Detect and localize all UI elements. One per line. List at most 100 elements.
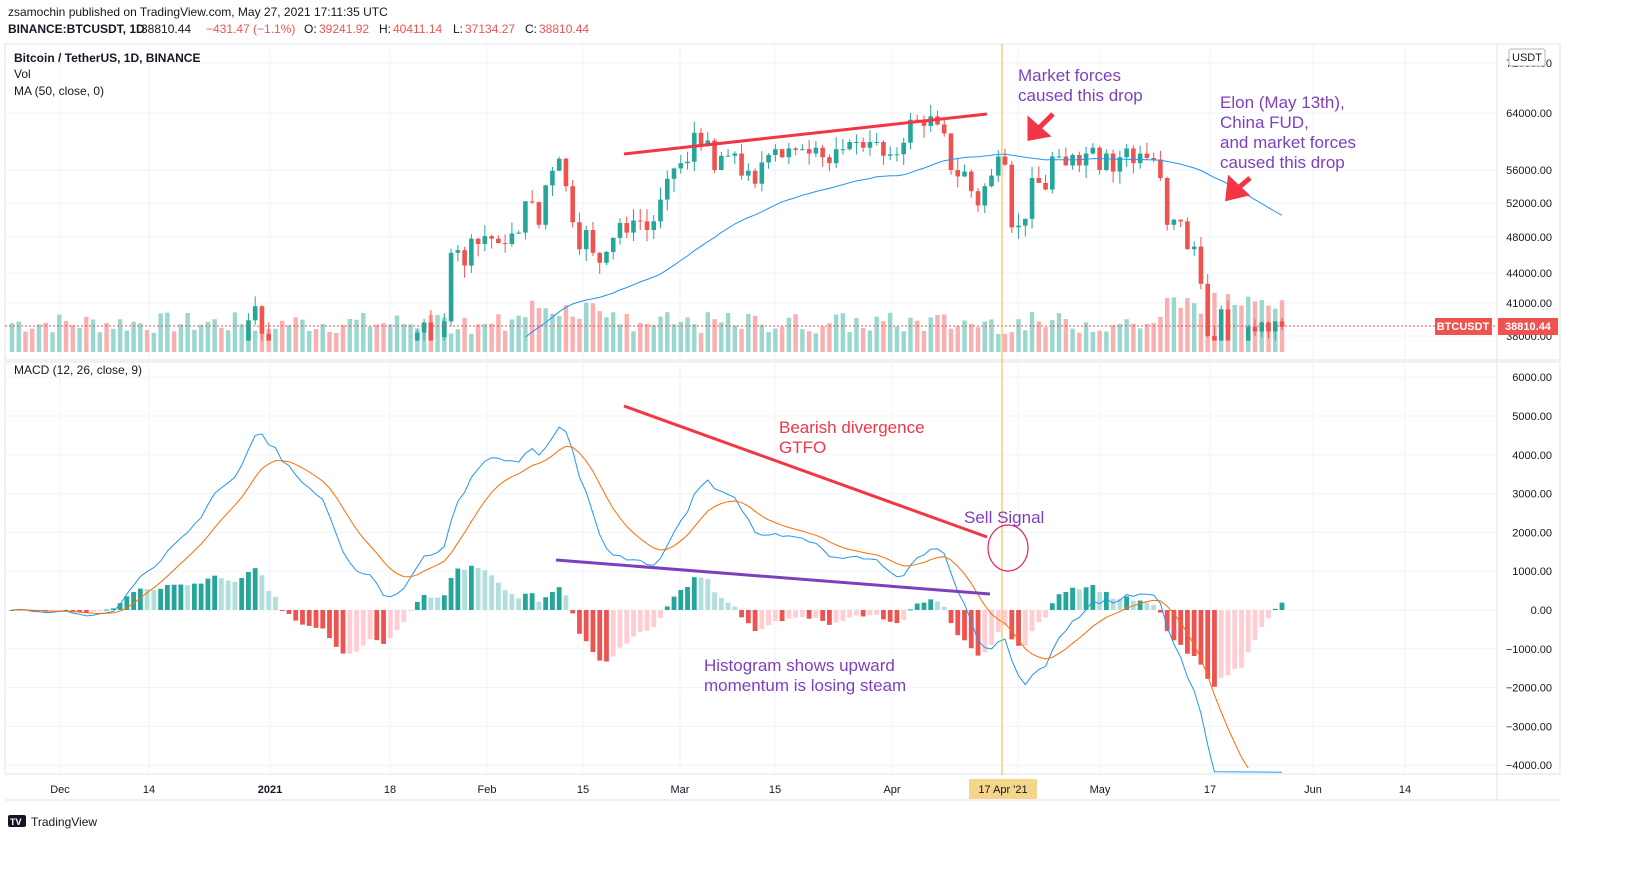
annotation-elon-4: caused this drop xyxy=(1220,153,1345,172)
histogram-bar xyxy=(300,610,305,625)
candle-body xyxy=(1104,153,1109,170)
volume-bar xyxy=(563,305,569,352)
volume-bar xyxy=(502,330,508,352)
candle-body xyxy=(631,220,636,233)
histogram-bar xyxy=(590,610,596,653)
volume-bar xyxy=(63,321,69,352)
histogram-bar xyxy=(948,610,954,624)
volume-bar xyxy=(104,323,109,352)
macd-bearish-line xyxy=(623,404,988,539)
histogram-bar xyxy=(1185,610,1190,654)
candles xyxy=(246,104,1285,341)
volume-bar xyxy=(1178,307,1183,352)
volume-bar xyxy=(205,321,211,352)
volume-bar xyxy=(597,311,602,352)
volume-bar xyxy=(651,324,656,352)
histogram-bar xyxy=(279,610,285,611)
candle-body xyxy=(995,156,1001,176)
histogram-bar xyxy=(799,610,805,618)
volume-bar xyxy=(516,315,521,352)
histogram-bar xyxy=(246,572,251,610)
candle-body xyxy=(1185,221,1190,250)
volume-bar xyxy=(1158,316,1163,352)
candle-body xyxy=(800,149,805,151)
histogram-bar xyxy=(1232,610,1238,669)
candle-body xyxy=(712,140,717,170)
histogram-bar xyxy=(962,610,967,641)
volume-bar xyxy=(1131,323,1136,352)
volume-bar xyxy=(347,319,352,352)
annotation-histogram-2: momentum is losing steam xyxy=(704,676,906,695)
volume-bar xyxy=(489,323,494,352)
candle-body xyxy=(577,222,582,250)
volume-bar xyxy=(30,328,35,352)
histogram-bar xyxy=(185,585,191,610)
volume-bar xyxy=(874,316,879,352)
volume-bar xyxy=(212,319,217,352)
open-label: O: xyxy=(304,22,317,36)
time-axis-tick: Mar xyxy=(671,784,690,796)
histogram-bar xyxy=(104,609,109,611)
volume-bar xyxy=(1185,298,1190,352)
volume-bar xyxy=(239,324,244,352)
histogram-bar xyxy=(1049,603,1055,610)
histogram-bar xyxy=(1245,610,1251,653)
signal-line xyxy=(11,445,1249,769)
histogram-bar xyxy=(1164,610,1170,632)
histogram-bar xyxy=(577,610,582,634)
volume-bar xyxy=(705,312,710,352)
volume-bar xyxy=(617,324,623,352)
histogram-bar xyxy=(928,599,934,610)
macd-axis-tick: −4000.00 xyxy=(1506,760,1552,772)
svg-text:USDT: USDT xyxy=(1512,52,1542,64)
volume-bar xyxy=(678,321,683,352)
candle-body xyxy=(725,155,731,157)
volume-bar xyxy=(894,326,900,352)
ohlc-header: BINANCE:BTCUSDT, 1D 38810.44 −431.47 (−1… xyxy=(8,22,589,36)
candle-body xyxy=(773,149,778,156)
volume-bar xyxy=(732,325,738,352)
histogram-bar xyxy=(83,610,89,614)
price-axis: 72000.0064000.0056000.0052000.0048000.00… xyxy=(1506,58,1552,343)
candle-body xyxy=(624,223,630,233)
volume-bar xyxy=(955,326,960,352)
candle-body xyxy=(448,252,454,322)
histogram-bar xyxy=(1198,610,1204,665)
candle-body xyxy=(1077,155,1082,166)
candle-body xyxy=(847,141,852,150)
histogram-bar xyxy=(772,610,778,621)
histogram-bar xyxy=(367,610,373,640)
histogram-bar xyxy=(489,575,495,610)
candle-body xyxy=(766,155,771,163)
histogram-bar xyxy=(955,610,961,636)
macd-axis-tick: 4000.00 xyxy=(1512,450,1552,462)
histogram-bar xyxy=(1097,592,1103,610)
histogram-bar xyxy=(583,610,589,642)
candle-body xyxy=(421,322,427,333)
histogram-bar xyxy=(637,610,643,632)
histogram-bar xyxy=(1016,610,1021,646)
volume-bar xyxy=(712,319,717,352)
volume-bar xyxy=(725,312,731,352)
annotation-elon-1: Elon (May 13th), xyxy=(1220,93,1345,112)
macd-axis-tick: −3000.00 xyxy=(1506,721,1552,733)
volume-bar xyxy=(658,316,663,352)
volume-bar xyxy=(1083,322,1089,352)
volume-bar xyxy=(293,317,298,352)
volume-bar xyxy=(739,328,744,352)
candle-body xyxy=(1198,246,1204,284)
histogram-bar xyxy=(56,610,62,611)
candle-body xyxy=(637,220,643,222)
candle-body xyxy=(455,250,461,253)
candle-body xyxy=(563,158,569,187)
histogram-bar xyxy=(1103,591,1109,610)
currency-badge[interactable]: USDT xyxy=(1508,48,1546,67)
annotation-bearish-1: Bearish divergence xyxy=(779,418,925,437)
histogram-bar xyxy=(698,577,704,610)
histogram-bar xyxy=(340,610,346,654)
volume-bar xyxy=(158,313,163,352)
open-value: 39241.92 xyxy=(319,22,369,36)
volume-bar xyxy=(685,317,690,352)
volume-bar xyxy=(408,324,413,352)
volume-bar xyxy=(334,332,339,352)
